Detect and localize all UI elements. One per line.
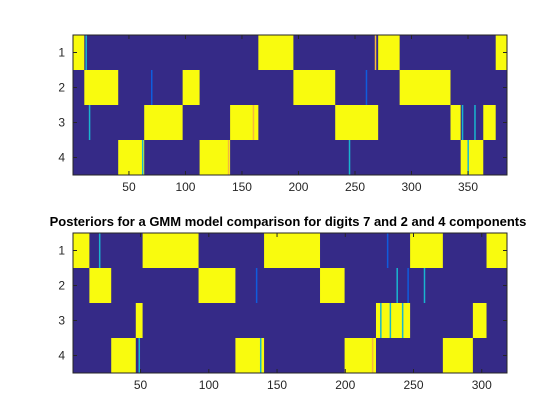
heatmap-bottom-segment-5 — [198, 268, 236, 303]
heatmap-bottom-panel: 50 100 150 200 250 300 1 2 3 4 — [58, 232, 508, 392]
heatmap-bottom-mixed-cell-3 — [259, 338, 262, 373]
heatmap-top-segment-12 — [450, 105, 461, 140]
heatmap-bottom-segment-6 — [235, 338, 265, 373]
heatmap-top-segment-0 — [73, 35, 85, 70]
x-tick-label: 100 — [199, 378, 219, 392]
heatmap-top-mixed-cell-6 — [348, 140, 351, 175]
y-tick-label: 4 — [58, 349, 65, 363]
heatmap-top-mixed-cell-8 — [374, 35, 377, 70]
heatmap-top-segment-15 — [495, 35, 507, 70]
y-tick-label: 2 — [58, 81, 65, 95]
heatmap-top-segment-4 — [182, 70, 200, 105]
heatmap-bottom-mixed-cell-11 — [423, 268, 426, 303]
heatmap-bottom-frame — [72, 232, 508, 374]
heatmap-top-ticks: 50 100 150 200 250 300 350 1 2 3 4 — [58, 35, 507, 194]
heatmap-bottom-mixed-cell-10 — [407, 268, 409, 303]
x-tick-label: 50 — [122, 180, 136, 194]
heatmap-bottom-mixed-cell-1 — [138, 338, 141, 373]
heatmap-bottom-segment-4 — [142, 233, 199, 268]
heatmap-top-mixed-cell-5 — [252, 105, 255, 140]
heatmap-bottom-segment-10 — [375, 303, 411, 338]
heatmap-bottom-segment-3 — [135, 303, 143, 338]
heatmap-bottom-segment-7 — [264, 233, 321, 268]
heatmap-top-mixed-cell-7 — [365, 70, 368, 105]
heatmap-top-mixed-cell-9 — [461, 105, 464, 140]
heatmap-bottom-mixed-cell-6 — [386, 233, 389, 268]
x-tick-label: 300 — [472, 378, 492, 392]
heatmap-top-panel: 50 100 150 200 250 300 350 1 2 3 4 — [58, 34, 508, 194]
heatmap-top-mixed-cell-1 — [88, 105, 91, 140]
heatmap-bottom-ticks: 50 100 150 200 250 300 1 2 3 4 — [58, 233, 507, 392]
heatmap-bottom-segment-14 — [486, 233, 507, 268]
heatmap-top-segment-2 — [118, 140, 145, 175]
heatmap-bottom-segment-8 — [320, 268, 345, 303]
heatmap-top-mixed-cell-3 — [150, 70, 153, 105]
heatmap-top-mixed-cell-10 — [467, 140, 469, 175]
heatmap-bottom-segment-13 — [472, 303, 487, 338]
chart-title: Posteriors for a GMM model comparison fo… — [50, 214, 527, 229]
heatmap-top-segment-8 — [293, 70, 336, 105]
heatmap-bottom-mixed-cell-4 — [371, 338, 374, 373]
heatmap-top-mixed-cell-0 — [85, 35, 87, 70]
heatmap-top-mixed-cell-2 — [141, 140, 144, 175]
heatmap-bottom-segment-1 — [89, 268, 112, 303]
heatmap-bottom-mixed-cell-0 — [98, 233, 101, 268]
x-tick-label: 200 — [288, 180, 308, 194]
heatmap-top-mixed-cell-11 — [474, 105, 476, 140]
x-tick-label: 200 — [335, 378, 355, 392]
x-tick-label: 150 — [267, 378, 287, 392]
heatmap-top-segment-5 — [199, 140, 231, 175]
heatmap-top-mixed-cell-4 — [227, 140, 230, 175]
heatmap-top-segment-13 — [460, 140, 484, 175]
heatmap-bottom-segment-2 — [111, 338, 136, 373]
heatmap-bottom-segment-11 — [410, 233, 443, 268]
heatmap-top-segment-11 — [399, 70, 451, 105]
y-tick-label: 4 — [58, 151, 65, 165]
heatmap-top-segment-1 — [84, 70, 119, 105]
x-tick-label: 350 — [458, 180, 478, 194]
heatmap-bottom-mixed-cell-9 — [401, 303, 404, 338]
heatmap-bottom-segment-0 — [73, 233, 90, 268]
heatmap-bottom-mixed-cell-5 — [380, 303, 382, 338]
x-tick-label: 300 — [401, 180, 421, 194]
x-tick-label: 250 — [403, 378, 423, 392]
y-tick-label: 1 — [58, 244, 65, 258]
y-tick-label: 2 — [58, 279, 65, 293]
x-tick-label: 250 — [345, 180, 365, 194]
heatmap-top-segment-9 — [335, 105, 379, 140]
heatmap-bottom-cells — [73, 233, 507, 373]
heatmap-bottom-mixed-cell-8 — [396, 268, 398, 303]
heatmap-bottom-mixed-cell-2 — [255, 268, 258, 303]
y-tick-label: 3 — [58, 116, 65, 130]
x-tick-label: 50 — [134, 378, 148, 392]
heatmap-top-segment-3 — [144, 105, 183, 140]
heatmap-bottom-mixed-cell-7 — [389, 303, 392, 338]
heatmap-top-cells — [73, 35, 507, 175]
heatmap-top-segment-7 — [258, 35, 294, 70]
heatmap-top-frame — [72, 34, 508, 176]
heatmap-top-segment-10 — [378, 35, 400, 70]
y-tick-label: 1 — [58, 46, 65, 60]
x-tick-label: 100 — [175, 180, 195, 194]
x-tick-label: 150 — [232, 180, 252, 194]
y-tick-label: 3 — [58, 314, 65, 328]
heatmap-bottom-segment-12 — [442, 338, 473, 373]
heatmap-bottom-segment-9 — [344, 338, 376, 373]
heatmap-top-segment-14 — [483, 105, 496, 140]
